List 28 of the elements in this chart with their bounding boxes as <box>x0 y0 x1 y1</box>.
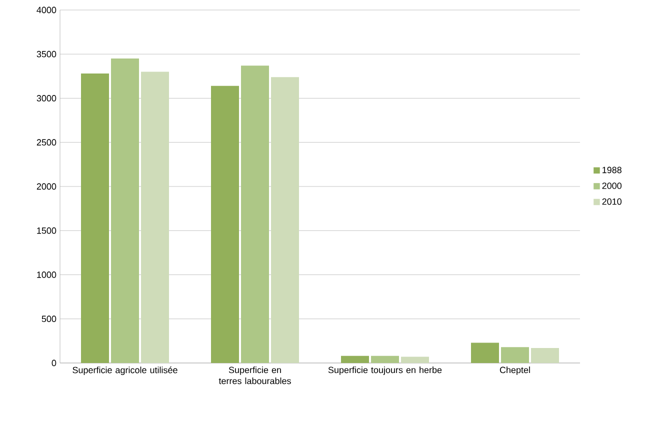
y-tick-label: 500 <box>42 316 56 322</box>
legend-label: 2010 <box>602 198 622 205</box>
bar <box>241 66 270 363</box>
y-tick-label: 3500 <box>36 50 56 58</box>
bar <box>371 356 399 363</box>
bar <box>111 58 140 363</box>
bar <box>211 86 240 363</box>
bar <box>341 356 369 363</box>
bar <box>401 356 429 363</box>
y-tick-label: 1500 <box>37 227 56 234</box>
y-tick-label: 1000 <box>37 272 56 278</box>
y-tick-label: 0 <box>52 360 56 366</box>
y-tick-label: 3000 <box>36 95 56 102</box>
y-tick-label: 2000 <box>36 183 56 190</box>
x-tick-label: Superficie toujours en herbe <box>328 366 442 375</box>
bar <box>271 77 299 363</box>
legend-label: 1988 <box>602 166 622 174</box>
bar <box>470 342 499 363</box>
bar <box>141 72 170 363</box>
y-tick-label: 4000 <box>36 6 56 14</box>
x-tick-label: Superficie agricole utilisée <box>72 366 178 376</box>
x-tick-label: Cheptel <box>500 366 530 375</box>
x-tick-label: Superficie en terres labourables <box>218 366 291 384</box>
y-tick-label: 2500 <box>36 139 56 146</box>
bar <box>530 348 559 363</box>
bar <box>500 347 529 363</box>
bar <box>81 74 110 363</box>
legend-label: 2000 <box>602 182 622 189</box>
